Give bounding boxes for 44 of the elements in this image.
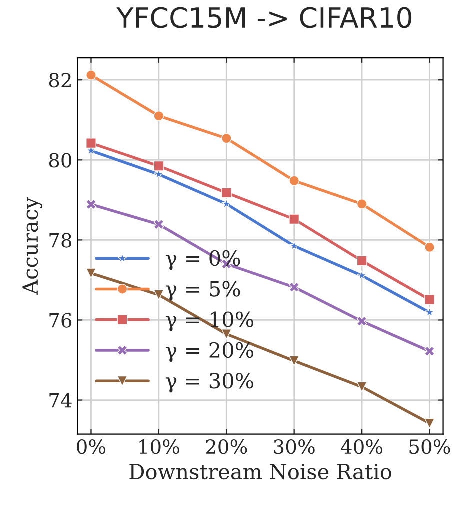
point	[221, 329, 232, 340]
point	[154, 290, 164, 300]
legend-label: γ = 5%	[166, 281, 240, 301]
point	[356, 256, 368, 266]
point	[86, 268, 96, 279]
point	[424, 418, 435, 429]
point	[154, 219, 164, 230]
point	[86, 199, 96, 210]
y-tick-label: 76	[50, 313, 72, 328]
point	[289, 240, 300, 250]
point	[424, 294, 435, 306]
point	[356, 198, 368, 210]
x-tick-label: 50%	[410, 440, 450, 454]
legend-label: γ = 30%	[166, 372, 254, 393]
y-axis-title: Accuracy	[22, 197, 43, 296]
y-tick-label: 82	[49, 73, 71, 88]
legend-label: γ = 20%	[166, 342, 254, 362]
point	[86, 138, 96, 149]
chart-title: YFCC15M -> CIFAR10	[116, 7, 412, 28]
point	[154, 110, 164, 122]
point	[289, 214, 300, 225]
point	[86, 70, 96, 80]
point	[424, 242, 435, 253]
x-tick-label: 0%	[77, 440, 106, 454]
legend-label: γ = 10%	[166, 312, 254, 332]
point	[424, 346, 435, 357]
point	[221, 188, 232, 198]
y-tick-label: 78	[50, 233, 72, 248]
x-tick-label: 30%	[274, 440, 315, 454]
y-tick-label: 74	[50, 393, 72, 408]
point	[289, 356, 300, 366]
x-tick-label: 40%	[341, 440, 383, 454]
point	[222, 198, 232, 208]
point	[154, 160, 164, 172]
y-tick-label: 80	[49, 153, 72, 168]
point	[289, 176, 300, 186]
point	[356, 316, 368, 327]
point	[289, 282, 300, 293]
point	[424, 307, 435, 317]
x-axis-title: Downstream Noise Ratio	[130, 464, 392, 480]
point	[221, 133, 232, 144]
point	[356, 382, 368, 392]
x-tick-label: 10%	[140, 440, 180, 454]
x-tick-label: 20%	[206, 440, 248, 454]
